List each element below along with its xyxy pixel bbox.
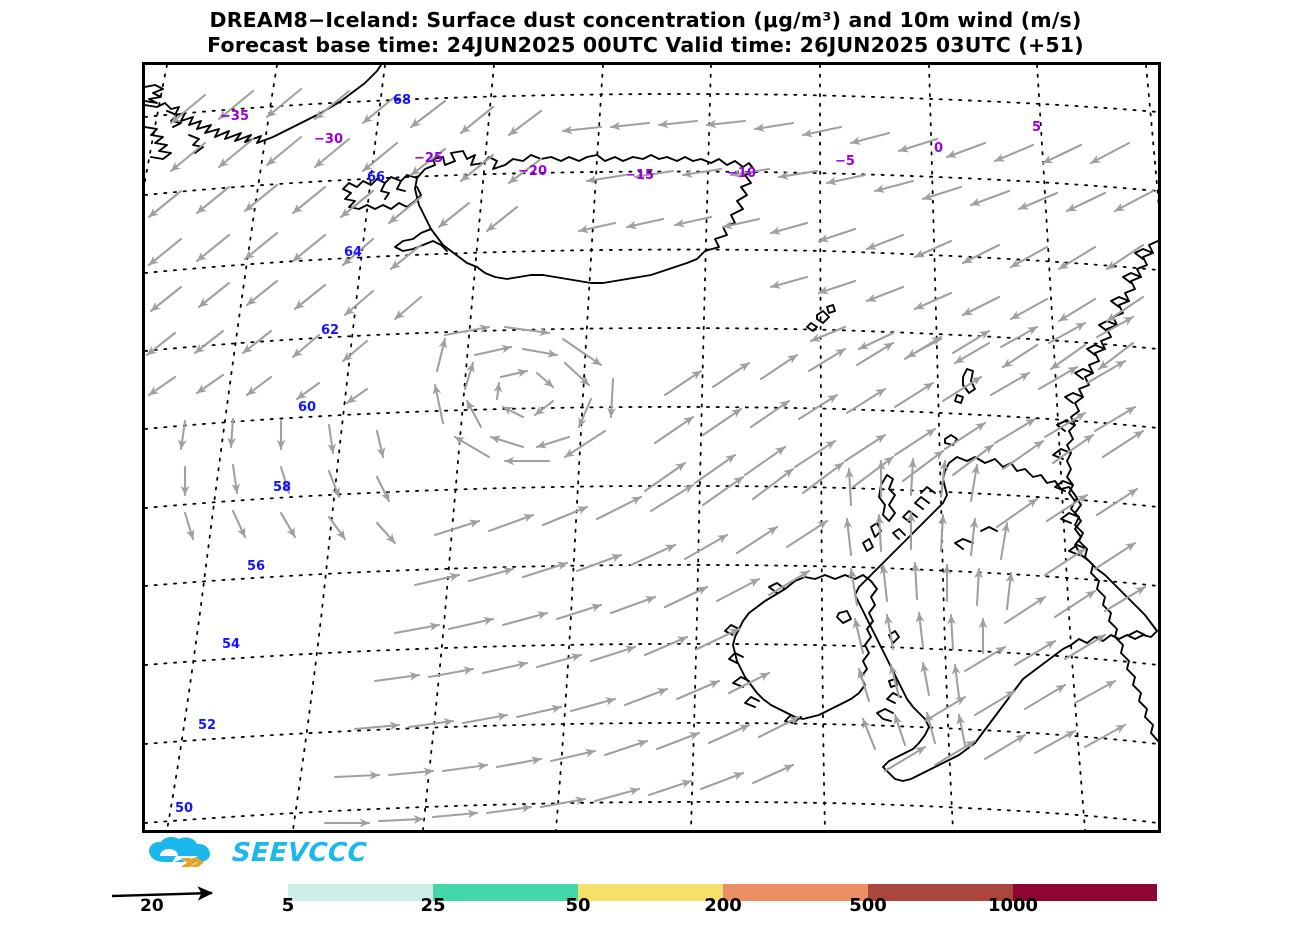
coastline-great-britain [854,456,1158,782]
latitude-label-60: 60 [298,400,317,415]
chevron-icon [181,858,204,867]
logo-text: SEEVCCC [231,838,368,868]
longitude-label-minus25: −25 [414,151,443,166]
longitude-label-5: 5 [1032,120,1042,135]
colorbar-tick-5: 5 [281,895,295,916]
longitude-label-minus20: −20 [518,164,547,179]
longitude-label-minus35: −35 [220,109,249,124]
coastline-norway [1066,240,1158,742]
graticule-parallels [145,93,1158,824]
wind-vector-field [145,87,1155,828]
coastline-faroe [816,310,830,324]
seevccc-logo [149,836,210,867]
concentration-colorbar[interactable] [288,884,1157,901]
map-panel[interactable]: 68 66 64 62 60 58 56 54 52 50 −35 −30 −25 −20 −15 −10 −5… [142,62,1161,833]
page-title: DREAM8−Iceland: Surface dust concentrati… [0,8,1291,58]
coastline-greenland [145,65,382,144]
latitude-label-56: 56 [247,559,266,574]
cloud-icon [149,836,210,863]
title-line-2: Forecast base time: 24JUN2025 00UTC Vali… [207,33,1084,57]
longitude-label-minus30: −30 [314,132,343,147]
colorbar-segment-25 [433,884,578,901]
longitude-label-minus5: −5 [835,154,855,169]
coastline-ireland [732,574,878,720]
colorbar-segment-1000 [1013,884,1157,901]
longitude-label-minus15: −15 [625,168,654,183]
latitude-label-54: 54 [222,637,241,652]
longitude-label-minus10: −10 [727,166,756,181]
colorbar-tick-1000: 1000 [987,895,1039,916]
latitude-label-50: 50 [175,801,194,816]
wind-scale-label: 20 [140,896,164,916]
colorbar-tick-50: 50 [565,895,591,916]
latitude-label-64: 64 [344,245,363,260]
wind-scale-arrow [111,886,214,901]
latitude-label-66: 66 [367,170,386,185]
colorbar-segment-5 [288,884,433,901]
coastline-hebrides [878,474,896,522]
latitude-label-58: 58 [273,480,292,495]
colorbar-segment-200 [723,884,868,901]
title-line-1: DREAM8−Iceland: Surface dust concentrati… [209,8,1082,32]
map-canvas [145,65,1158,830]
colorbar-tick-200: 200 [704,895,742,916]
colorbar-tick-25: 25 [420,895,446,916]
colorbar-tick-500: 500 [849,895,887,916]
colorbar-segment-500 [868,884,1013,901]
latitude-label-62: 62 [321,323,340,338]
latitude-label-52: 52 [198,718,217,733]
colorbar-segment-50 [578,884,723,901]
latitude-label-68: 68 [393,93,412,108]
longitude-label-0: 0 [934,141,944,156]
